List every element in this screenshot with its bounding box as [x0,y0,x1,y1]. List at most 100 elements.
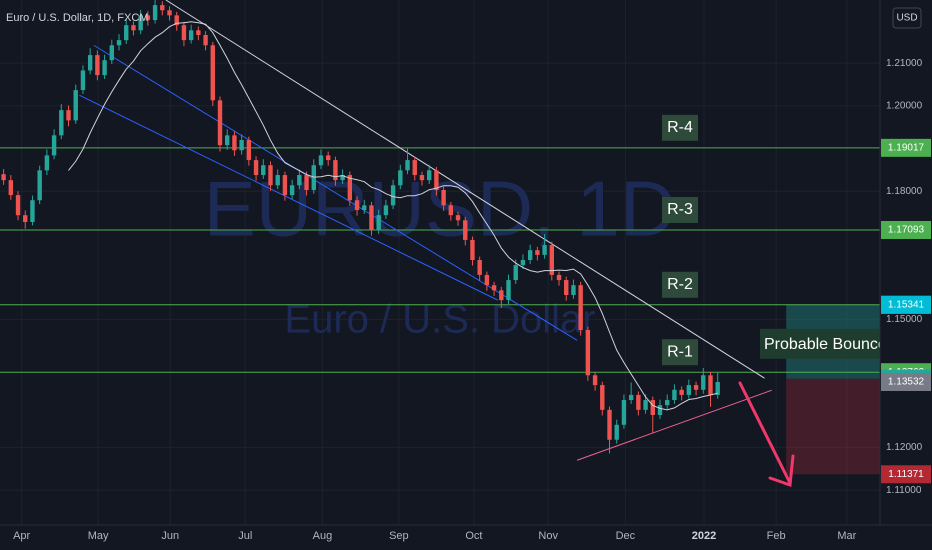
candle-body [217,100,223,146]
candle-body [715,382,720,395]
target-price: 1.15341 [888,299,925,310]
level-label-box [662,271,698,298]
candle-body [160,5,165,11]
candle-body [210,45,215,101]
candle-body [181,25,187,41]
candle-body [15,195,21,216]
trendline [93,44,578,341]
candle-body [109,45,115,61]
candle-body [542,245,547,255]
candle-body [592,375,598,386]
candle-body [463,220,468,240]
price-axis [880,0,932,550]
level-label: R-3 [667,201,693,218]
candle-body [297,175,302,186]
candle-body [30,200,35,223]
candle-body [484,274,490,286]
candle-body [636,394,641,410]
candle-body [102,60,107,76]
currency[interactable]: USD [896,13,917,24]
x-tick-label: Feb [767,530,786,542]
candle-body [44,155,50,171]
candle-body [318,155,324,166]
candle-body [412,160,417,176]
x-tick-label: Oct [465,530,482,542]
candle-body [152,5,158,21]
candle-body [268,165,273,186]
candle-body [628,394,634,401]
y-tick-label: 1.11000 [886,485,922,496]
candle-body [708,375,713,395]
y-tick-label: 1.18000 [886,186,923,197]
candle-body [643,400,648,410]
trendline [79,94,498,301]
candle-body [340,175,345,181]
candle-body [145,15,151,21]
candle-body [535,250,540,255]
candle-body [419,175,425,181]
stop-price: 1.11371 [888,469,924,480]
axes: 1.11000 1.12000 1.15000 1.18000 1.20000 1.210… [13,58,931,542]
candle-body [66,110,71,121]
candle-body [578,285,583,331]
x-tick-label: Dec [616,530,636,542]
last-price-box [881,373,931,392]
level-price-box [881,138,931,157]
candle-body [1,174,6,181]
candle-body [470,239,475,260]
x-tick-label: Jul [238,530,252,542]
candle-body [448,205,454,216]
position-label: Probable Bounce [764,336,887,353]
arrow [738,381,795,488]
candle-body [304,175,309,190]
candle-body [87,55,93,71]
stop-zone [786,378,880,475]
candle-body [513,265,518,281]
candle-body [80,70,86,91]
x-tick-label: Mar [837,530,856,542]
candle-body [455,215,461,221]
candle-body [333,160,338,181]
plot: R-4 R-3 R-2 R-1 Probable Bounce [0,0,887,475]
candle-body [614,424,619,440]
level-label-box [662,339,698,366]
candle-body [51,135,57,156]
y-tick-label: 1.15000 [886,314,923,325]
level-label: R-1 [667,343,693,360]
candle-body [239,140,244,151]
candle-body [585,330,591,376]
currency-box[interactable] [892,7,922,29]
level-price-box [881,220,931,239]
candle-body [621,400,627,425]
candle-body [650,400,655,415]
candle-body [188,30,194,41]
position-label-box [760,328,880,359]
y-tick-label: 1.20000 [886,101,923,112]
candle-body [225,135,230,146]
candle-body [679,389,684,395]
candle-body [600,385,605,410]
candle-body [571,285,576,296]
candle-body [124,25,129,41]
y-tick-label: 1.21000 [886,58,923,69]
x-tick-label: Sep [389,530,409,542]
x-tick-label: 2022 [692,530,716,542]
candle-body [564,280,569,296]
grid [0,0,880,525]
candle-body [491,285,497,291]
level-label: R-2 [667,276,693,293]
x-tick-label: Nov [538,530,558,542]
level-price: 1.19017 [888,142,925,153]
watermark: EURUSD, 1D [204,165,676,253]
candle-body [253,160,259,176]
candle-body [232,135,237,151]
candle-body [405,160,410,171]
candle-body [246,140,252,161]
candle-body [434,170,439,190]
candle-body [261,165,266,176]
candle-body [203,35,208,46]
level-label-box [662,114,698,141]
candle-body [398,170,403,186]
level-label: R-4 [667,119,693,136]
